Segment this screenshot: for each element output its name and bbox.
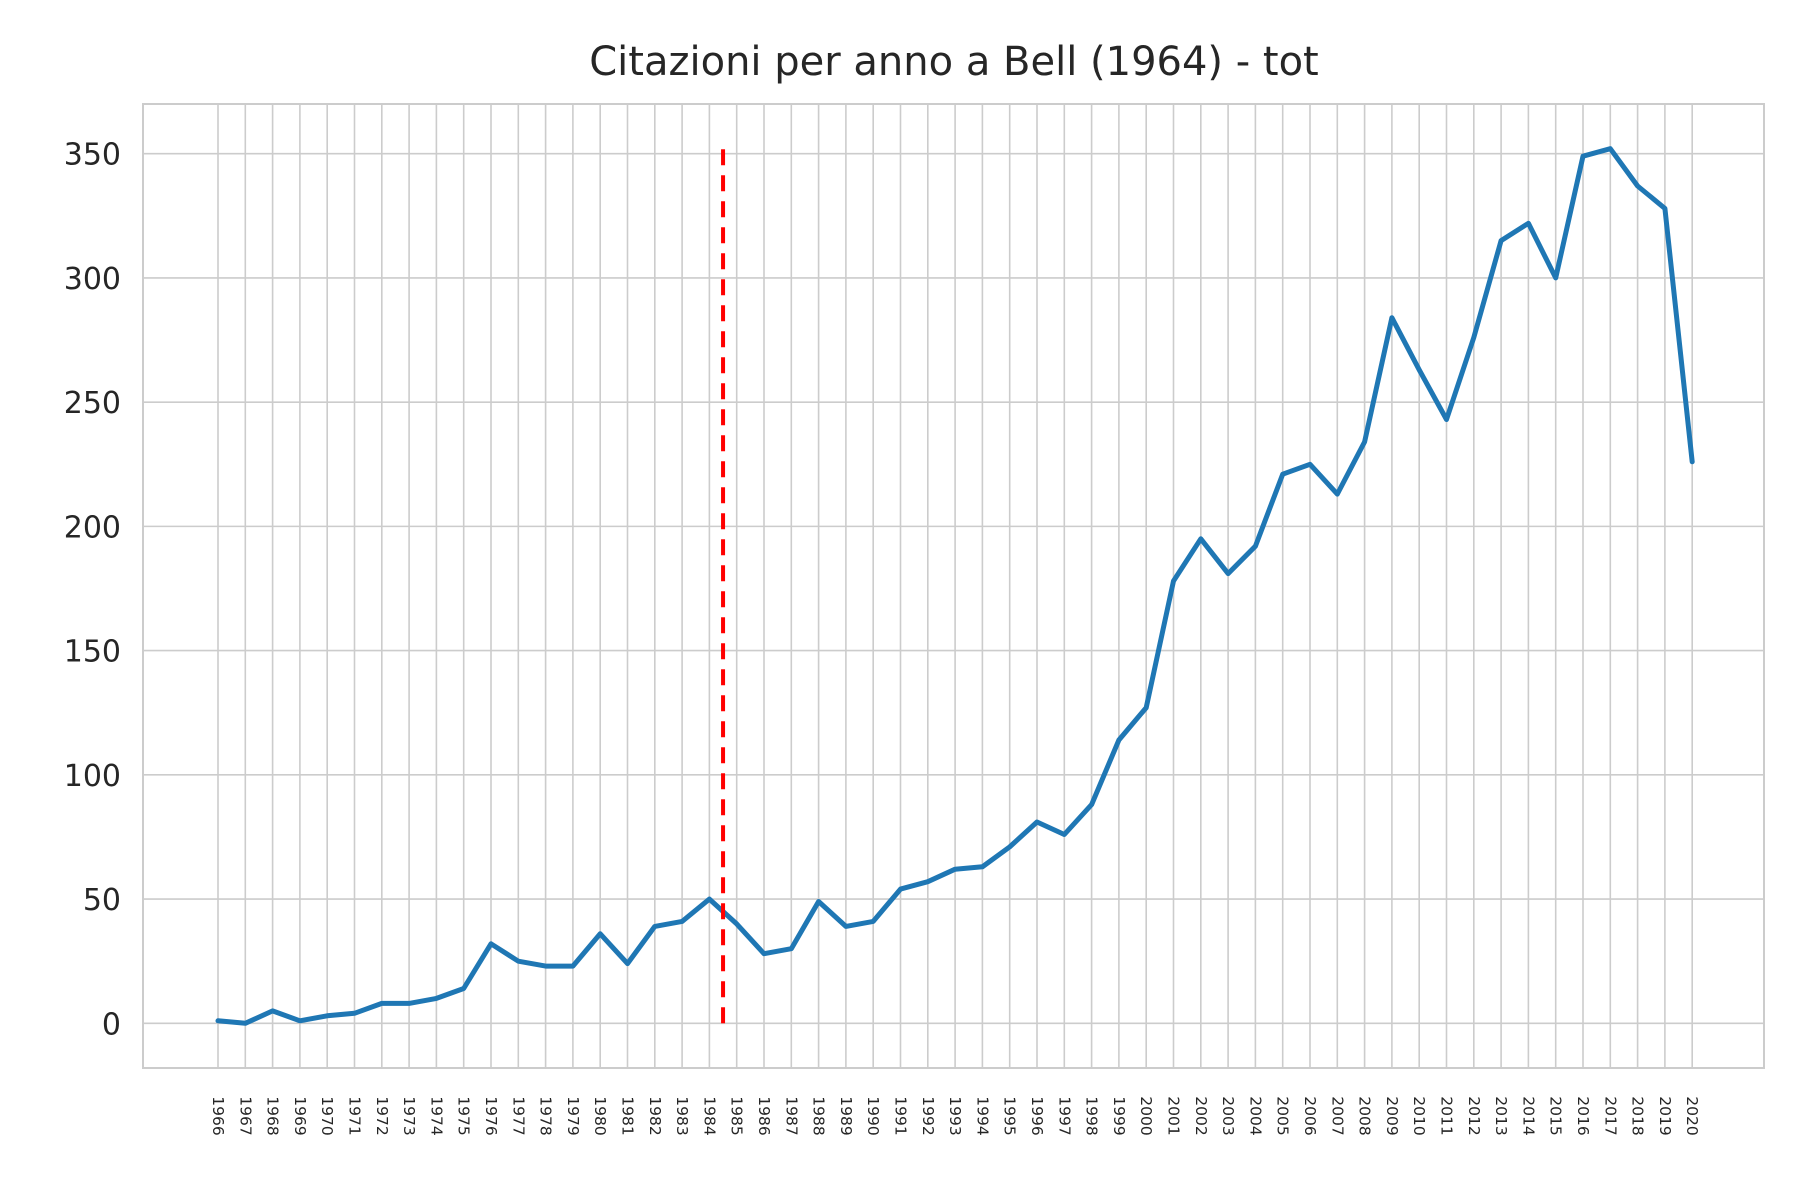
x-tick-label: 2020 [1683, 1096, 1701, 1135]
x-tick-label: 1987 [782, 1096, 800, 1135]
x-tick-label: 1978 [537, 1096, 555, 1135]
x-tick-label: 1968 [264, 1096, 282, 1135]
x-tick-label: 1984 [700, 1096, 718, 1135]
x-tick-label: 1977 [509, 1096, 527, 1135]
x-tick-label: 1992 [919, 1096, 937, 1135]
series-line [215, 146, 1695, 1026]
x-tick-label: 2006 [1301, 1096, 1319, 1135]
x-tick-label: 1972 [373, 1096, 391, 1135]
x-tick-label: 2014 [1519, 1096, 1537, 1135]
x-tick-label: 1997 [1055, 1096, 1073, 1135]
x-tick-label: 1969 [291, 1096, 309, 1135]
x-tick-label: 1993 [946, 1096, 964, 1135]
x-tick-label: 2000 [1137, 1096, 1155, 1135]
x-tick-label: 2016 [1574, 1096, 1592, 1135]
x-tick-label: 2012 [1465, 1096, 1483, 1135]
x-tick-label: 2007 [1328, 1096, 1346, 1135]
x-tick-label: 1996 [1028, 1096, 1046, 1135]
y-tick-label: 150 [64, 635, 121, 670]
x-tick-label: 2010 [1410, 1096, 1428, 1135]
x-tick-label: 1989 [837, 1096, 855, 1135]
x-axis-ticks: 1966 1967 1968 1969 1970 1971 1972 1973 1974 1975… [209, 1096, 1701, 1135]
x-tick-label: 2017 [1601, 1096, 1619, 1135]
x-tick-label: 1967 [236, 1096, 254, 1135]
y-tick-label: 0 [102, 1007, 121, 1042]
plot-area [215, 146, 1695, 1026]
x-tick-label: 1980 [591, 1096, 609, 1135]
x-tick-label: 2004 [1246, 1096, 1264, 1135]
x-tick-label: 1974 [427, 1096, 445, 1135]
x-tick-label: 2008 [1356, 1096, 1374, 1135]
x-tick-label: 1981 [619, 1096, 637, 1135]
x-tick-label: 2018 [1629, 1096, 1647, 1135]
x-tick-label: 1990 [864, 1096, 882, 1135]
x-tick-label: 1970 [318, 1096, 336, 1135]
x-tick-label: 2011 [1438, 1096, 1456, 1135]
x-tick-label: 2002 [1192, 1096, 1210, 1135]
x-tick-label: 1971 [346, 1096, 364, 1135]
x-tick-label: 1988 [810, 1096, 828, 1135]
y-tick-label: 50 [83, 883, 121, 918]
y-axis-ticks: 0 50 100 150 200 250 300 350 [64, 138, 121, 1043]
x-tick-label: 1999 [1110, 1096, 1128, 1135]
y-tick-label: 100 [64, 759, 121, 794]
x-tick-label: 1976 [482, 1096, 500, 1135]
x-tick-label: 1985 [728, 1096, 746, 1135]
y-tick-label: 200 [64, 510, 121, 545]
y-tick-label: 300 [64, 262, 121, 297]
x-tick-label: 1982 [646, 1096, 664, 1135]
x-tick-label: 1975 [455, 1096, 473, 1135]
x-tick-label: 1966 [209, 1096, 227, 1135]
x-tick-label: 1998 [1083, 1096, 1101, 1135]
x-tick-label: 2013 [1492, 1096, 1510, 1135]
x-tick-label: 1983 [673, 1096, 691, 1135]
x-tick-label: 2019 [1656, 1096, 1674, 1135]
axes-frame [142, 103, 1765, 1069]
x-tick-label: 1973 [400, 1096, 418, 1135]
x-tick-label: 2015 [1547, 1096, 1565, 1135]
x-tick-label: 2001 [1165, 1096, 1183, 1135]
x-tick-label: 1994 [973, 1096, 991, 1135]
x-tick-label: 2003 [1219, 1096, 1237, 1135]
y-tick-label: 250 [64, 386, 121, 421]
y-tick-label: 350 [64, 138, 121, 173]
grid [143, 104, 1764, 1068]
x-tick-label: 2009 [1383, 1096, 1401, 1135]
chart-title: Citazioni per anno a Bell (1964) - tot [589, 39, 1319, 85]
x-tick-label: 1995 [1001, 1096, 1019, 1135]
x-tick-label: 1986 [755, 1096, 773, 1135]
x-tick-label: 2005 [1274, 1096, 1292, 1135]
x-tick-label: 1991 [892, 1096, 910, 1135]
x-tick-label: 1979 [564, 1096, 582, 1135]
